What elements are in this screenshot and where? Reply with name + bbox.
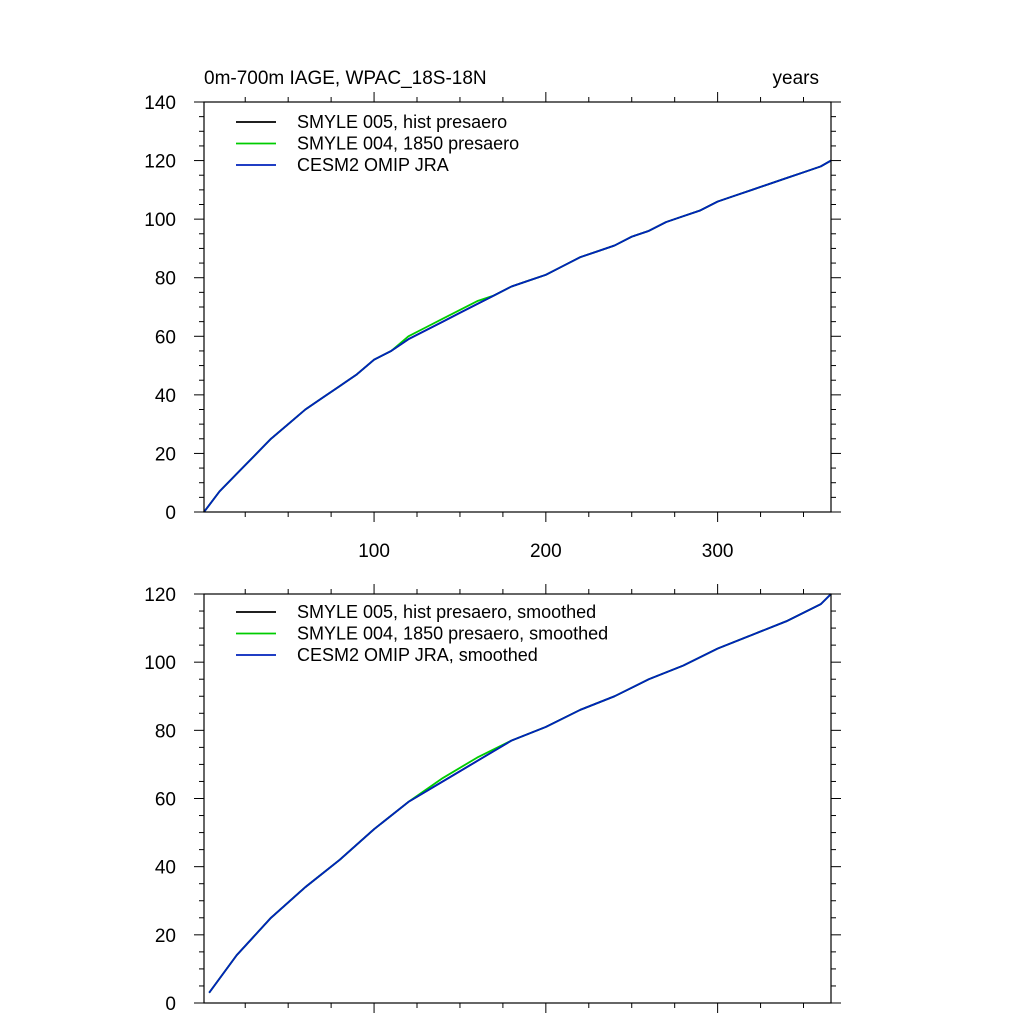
y-tick-label: 0 <box>165 503 176 524</box>
y-tick-label: 140 <box>144 93 176 114</box>
x-tick-label: 200 <box>530 541 562 562</box>
y-tick-label: 120 <box>144 585 176 606</box>
legend-label: CESM2 OMIP JRA, smoothed <box>297 645 538 665</box>
legend-label: CESM2 OMIP JRA <box>297 155 449 175</box>
legend-label: SMYLE 004, 1850 presaero, smoothed <box>297 624 608 644</box>
chart-title-left: 0m-700m IAGE, WPAC_18S-18N <box>204 68 487 89</box>
x-tick-label: 100 <box>358 541 390 562</box>
y-tick-label: 0 <box>165 994 176 1015</box>
y-tick-label: 120 <box>144 152 176 173</box>
y-tick-label: 80 <box>155 269 176 290</box>
series-line-1 <box>203 159 832 513</box>
x-tick-label: 300 <box>702 541 734 562</box>
series-line-0 <box>203 159 832 513</box>
y-tick-label: 100 <box>144 653 176 674</box>
legend-label: SMYLE 005, hist presaero, smoothed <box>297 602 596 622</box>
legend-label: SMYLE 004, 1850 presaero <box>297 134 519 154</box>
y-tick-label: 40 <box>155 386 176 407</box>
bottom-panel: 0 20 40 60 80 100 120 SMYLE 005, hist presaero,… <box>144 584 841 1015</box>
chart-title-right: years <box>773 68 819 89</box>
series-line-2 <box>208 593 832 994</box>
legend-label: SMYLE 005, hist presaero <box>297 112 507 132</box>
y-tick-label: 20 <box>155 926 176 947</box>
y-tick-label: 60 <box>155 327 176 348</box>
y-tick-label: 60 <box>155 790 176 811</box>
y-tick-label: 80 <box>155 721 176 742</box>
top-panel: 0 20 40 60 80 100 120 140 100 200 300 0m-700m IAGE,… <box>144 68 841 562</box>
y-tick-label: 100 <box>144 210 176 231</box>
y-tick-label: 40 <box>155 858 176 879</box>
y-tick-label: 20 <box>155 444 176 465</box>
series-line-2 <box>203 159 832 513</box>
